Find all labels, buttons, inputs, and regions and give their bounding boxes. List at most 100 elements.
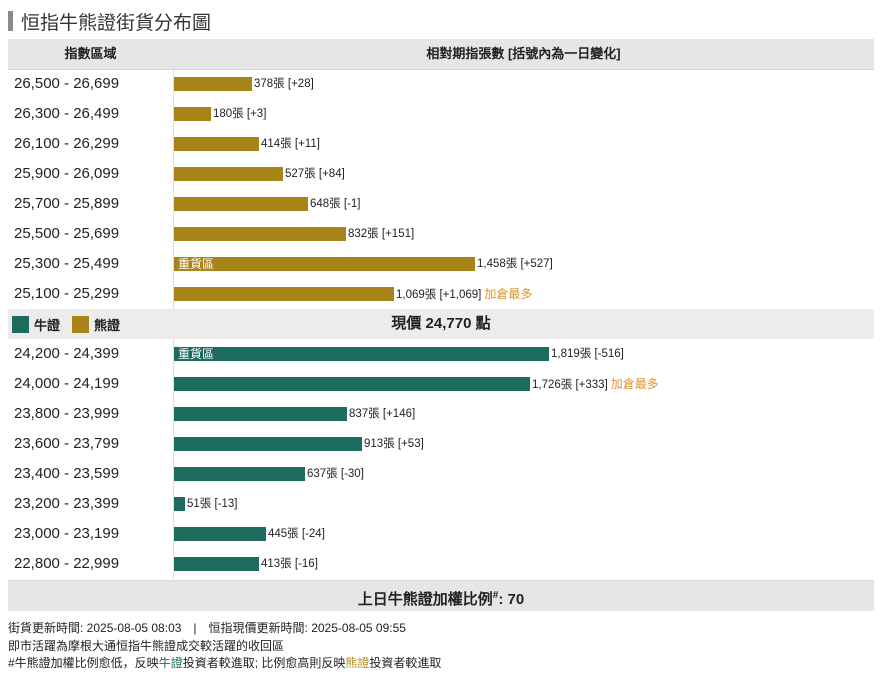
value-label: 1,726張 [+333] 加倉最多 — [532, 377, 659, 391]
value-label: 1,069張 [+1,069] 加倉最多 — [396, 287, 532, 301]
range-label: 24,200 - 24,399 — [14, 345, 120, 362]
bull-bar — [174, 377, 530, 391]
legend-bull: 牛證 — [12, 315, 60, 334]
bear-bar — [174, 197, 308, 211]
bear-bar — [174, 137, 259, 151]
bull-row: 24,000 - 24,199 1,726張 [+333] 加倉最多 — [8, 369, 874, 399]
value-text: 445張 [-24] — [268, 528, 325, 540]
range-label: 25,500 - 25,699 — [14, 225, 120, 242]
bull-bar — [174, 407, 347, 421]
bear-bar — [174, 107, 211, 121]
bear-row: 25,900 - 26,099 527張 [+84] — [8, 159, 874, 189]
range-label: 22,800 - 22,999 — [14, 555, 120, 572]
value-text: 378張 [+28] — [254, 78, 314, 90]
bull-bar — [174, 437, 362, 451]
header-count: 相對期指張數 [括號內為一日變化] — [426, 46, 621, 61]
range-label: 26,500 - 26,699 — [14, 75, 120, 92]
value-label: 527張 [+84] — [285, 167, 345, 181]
bull-bar — [174, 497, 185, 511]
bull-row: 23,000 - 23,199 445張 [-24] — [8, 519, 874, 549]
bear-bar — [174, 257, 475, 271]
bear-row: 25,100 - 25,299 1,069張 [+1,069] 加倉最多 — [8, 279, 874, 309]
bull-bar — [174, 527, 266, 541]
range-label: 25,100 - 25,299 — [14, 285, 120, 302]
bear-row: 26,100 - 26,299 414張 [+11] — [8, 129, 874, 159]
value-label: 445張 [-24] — [268, 527, 325, 541]
value-text: 837張 [+146] — [349, 408, 416, 420]
value-text: 1,819張 [-516] — [551, 348, 624, 360]
current-price-band: 牛證 熊證 現價 24,770 點 — [8, 309, 874, 339]
page-title: 恒指牛熊證街貨分布圖 — [8, 8, 211, 34]
legend-bear-label: 熊證 — [94, 317, 121, 333]
most-added-note: 加倉最多 — [610, 377, 659, 391]
value-text: 51張 [-13] — [187, 498, 238, 510]
bull-row: 23,600 - 23,799 913張 [+53] — [8, 429, 874, 459]
bear-row: 25,300 - 25,499 重貨區 1,458張 [+527] — [8, 249, 874, 279]
value-text: 180張 [+3] — [213, 108, 267, 120]
value-label: 637張 [-30] — [307, 467, 364, 481]
ratio-note-bear: 熊證 — [345, 656, 370, 670]
range-label: 25,900 - 26,099 — [14, 165, 120, 182]
ratio-note-a: #牛熊證加權比例愈低，反映 — [8, 656, 159, 670]
ratio-explanation: #牛熊證加權比例愈低，反映牛證投資者較進取; 比例愈高則反映熊證投資者較進取 — [8, 655, 441, 673]
value-text: 527張 [+84] — [285, 168, 345, 180]
bear-bar — [174, 167, 283, 181]
title-text: 恒指牛熊證街貨分布圖 — [21, 12, 212, 34]
update-times: 街貨更新時間: 2025-08-05 08:03 | 恒指現價更新時間: 202… — [8, 621, 406, 635]
value-text: 1,458張 [+527] — [477, 258, 553, 270]
value-label: 1,458張 [+527] — [477, 257, 553, 271]
bull-row: 24,200 - 24,399 重貨區 1,819張 [-516] — [8, 339, 874, 369]
ratio-note-b: 投資者較進取; 比例愈高則反映 — [182, 656, 346, 670]
weighted-ratio: 上日牛熊證加權比例#: 70 — [8, 580, 874, 611]
range-label: 23,000 - 23,199 — [14, 525, 120, 542]
value-text: 1,726張 [+333] — [532, 379, 608, 391]
heavy-zone-label: 重貨區 — [178, 257, 215, 271]
bear-row: 25,700 - 25,899 648張 [-1] — [8, 189, 874, 219]
value-text: 413張 [-16] — [261, 558, 318, 570]
range-label: 25,300 - 25,499 — [14, 255, 120, 272]
bull-row: 23,800 - 23,999 837張 [+146] — [8, 399, 874, 429]
active-note: 即市活躍為摩根大通恒指牛熊證成交較活躍的收回區 — [8, 638, 285, 653]
legend-bull-swatch — [12, 315, 29, 333]
value-label: 913張 [+53] — [364, 437, 424, 451]
legend-bull-label: 牛證 — [34, 317, 61, 333]
ratio-sup: # — [492, 590, 499, 601]
value-text: 832張 [+151] — [348, 228, 415, 240]
legend-bear-swatch — [72, 315, 90, 333]
value-label: 414張 [+11] — [261, 137, 320, 151]
value-label: 413張 [-16] — [261, 557, 318, 571]
bear-row: 26,300 - 26,499 180張 [+3] — [8, 99, 874, 129]
value-text: 913張 [+53] — [364, 438, 424, 450]
value-label: 51張 [-13] — [187, 497, 238, 511]
range-label: 23,200 - 23,399 — [14, 495, 120, 512]
range-label: 23,600 - 23,799 — [14, 435, 120, 452]
value-text: 637張 [-30] — [307, 468, 364, 480]
bull-bar — [174, 467, 305, 481]
ratio-note-c: 投資者較進取 — [369, 656, 442, 670]
bear-bar — [174, 77, 252, 91]
ratio-note-bull: 牛證 — [158, 656, 183, 670]
value-text: 1,069張 [+1,069] — [396, 289, 482, 301]
legend-bear: 熊證 — [72, 315, 120, 334]
bull-row: 23,200 - 23,399 51張 [-13] — [8, 489, 874, 519]
bear-row: 26,500 - 26,699 378張 [+28] — [8, 69, 874, 99]
range-label: 26,300 - 26,499 — [14, 105, 120, 122]
ratio-value: : 70 — [498, 591, 525, 608]
bull-row: 23,400 - 23,599 637張 [-30] — [8, 459, 874, 489]
value-label: 180張 [+3] — [213, 107, 266, 121]
most-added-note: 加倉最多 — [484, 287, 533, 301]
bear-bar — [174, 227, 346, 241]
range-label: 24,000 - 24,199 — [14, 375, 120, 392]
bear-row: 25,500 - 25,699 832張 [+151] — [8, 219, 874, 249]
header-range: 指數區域 — [64, 46, 117, 61]
bull-bar — [174, 557, 259, 571]
heavy-zone-label: 重貨區 — [178, 347, 215, 361]
legend: 牛證 熊證 — [12, 315, 132, 333]
bull-bar — [174, 347, 549, 361]
value-label: 837張 [+146] — [349, 407, 415, 421]
table-header: 指數區域 相對期指張數 [括號內為一日變化] — [8, 39, 874, 70]
footnotes: 街貨更新時間: 2025-08-05 08:03 | 恒指現價更新時間: 202… — [8, 620, 441, 673]
value-label: 378張 [+28] — [254, 77, 314, 91]
title-accent-bar — [8, 11, 13, 31]
range-label: 26,100 - 26,299 — [14, 135, 120, 152]
